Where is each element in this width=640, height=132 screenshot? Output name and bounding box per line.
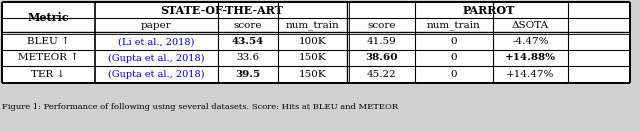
Text: 0: 0 [451, 70, 458, 79]
Text: -4.47%: -4.47% [512, 37, 548, 46]
Text: 45.22: 45.22 [367, 70, 396, 79]
Text: Metric: Metric [28, 12, 69, 23]
Text: 0: 0 [451, 53, 458, 62]
Text: Figure 1: Performance of following using several datasets. Score: Hits at BLEU a: Figure 1: Performance of following using… [2, 103, 398, 111]
Text: paper: paper [141, 21, 172, 30]
Text: score: score [234, 21, 262, 30]
Text: TER ↓: TER ↓ [31, 70, 66, 79]
Text: +14.47%: +14.47% [506, 70, 555, 79]
Text: PARROT: PARROT [463, 4, 515, 15]
Text: 100K: 100K [299, 37, 327, 46]
Text: 150K: 150K [299, 53, 327, 62]
Bar [2, 2, 630, 83]
Text: 43.54: 43.54 [232, 37, 264, 46]
Text: (Gupta et al., 2018): (Gupta et al., 2018) [108, 53, 205, 63]
Text: (Gupta et al., 2018): (Gupta et al., 2018) [108, 70, 205, 79]
Text: 33.6: 33.6 [236, 53, 260, 62]
Text: +14.88%: +14.88% [505, 53, 556, 62]
Text: ΔSOTA: ΔSOTA [512, 21, 549, 30]
Text: 41.59: 41.59 [367, 37, 396, 46]
Text: num_train: num_train [286, 21, 340, 30]
Text: 0: 0 [451, 37, 458, 46]
Text: num_train: num_train [427, 21, 481, 30]
Text: 39.5: 39.5 [236, 70, 260, 79]
Text: METEOR ↑: METEOR ↑ [18, 53, 79, 62]
Text: BLEU ↑: BLEU ↑ [27, 37, 70, 46]
Text: STATE-OF-THE-ART: STATE-OF-THE-ART [160, 4, 283, 15]
Text: 38.60: 38.60 [365, 53, 397, 62]
Text: (Li et al., 2018): (Li et al., 2018) [118, 37, 195, 46]
Text: score: score [367, 21, 396, 30]
Text: 150K: 150K [299, 70, 327, 79]
